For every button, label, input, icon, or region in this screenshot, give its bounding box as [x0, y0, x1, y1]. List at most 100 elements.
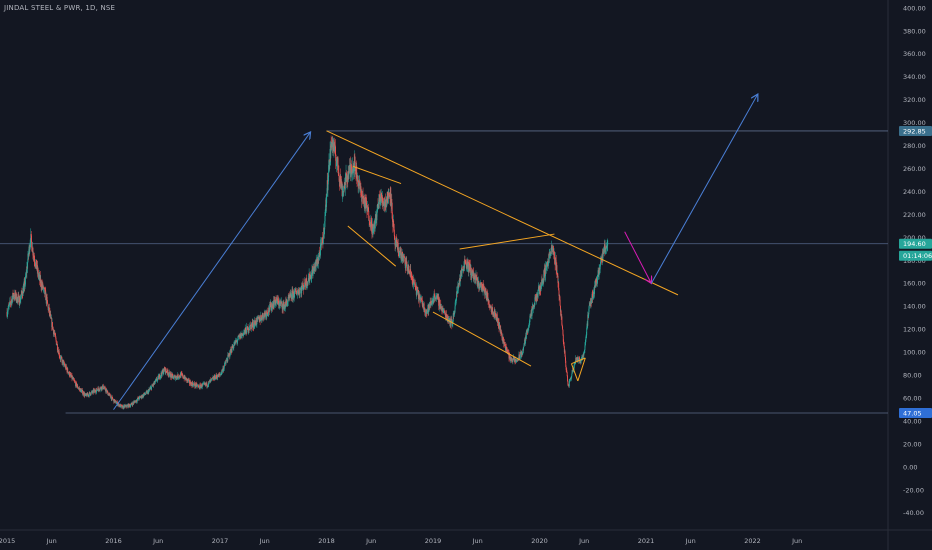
candle-body	[89, 392, 91, 394]
candle-body	[481, 284, 483, 292]
candle-body	[224, 362, 226, 364]
candle-body	[398, 250, 400, 257]
candle-body	[222, 369, 223, 372]
candle-body	[361, 196, 363, 202]
candle-body	[173, 376, 175, 378]
candle-body	[292, 293, 294, 299]
candle-body	[584, 342, 586, 346]
candle-body	[523, 347, 524, 351]
candle-body	[8, 304, 10, 306]
candle-body	[176, 376, 178, 379]
candle-body	[17, 297, 19, 303]
candle-body	[261, 316, 263, 320]
candle-body	[388, 195, 390, 198]
candle-body	[74, 381, 76, 382]
candle-body	[377, 204, 379, 207]
candle-body	[267, 312, 269, 315]
candle-body	[75, 382, 77, 387]
candle-body	[584, 345, 586, 350]
candle-body	[354, 156, 355, 172]
candle-body	[319, 252, 321, 253]
candle-body	[354, 156, 356, 162]
candle-body	[309, 278, 311, 282]
candle-body	[606, 247, 608, 249]
candle-body	[30, 234, 32, 243]
candle-body	[599, 264, 601, 270]
candle-body	[335, 163, 337, 167]
candle-body	[317, 263, 319, 265]
y-tick-label: 20.00	[903, 440, 922, 448]
candle-body	[265, 312, 267, 314]
candle-body	[61, 359, 63, 364]
candle-body	[56, 344, 58, 350]
candle-body	[233, 347, 234, 349]
candle-body	[360, 186, 362, 190]
candle-body	[394, 237, 396, 246]
candle-body	[161, 370, 163, 376]
candle-body	[452, 321, 454, 324]
candle-body	[285, 300, 287, 308]
candle-body	[291, 290, 293, 300]
y-tick-label: 160.00	[903, 280, 926, 288]
candle-body	[344, 177, 346, 190]
candle-body	[356, 178, 358, 182]
candle-body	[33, 257, 35, 261]
candle-body	[422, 303, 424, 309]
candle-body	[495, 314, 497, 317]
candle-body	[330, 144, 332, 159]
candle-body	[341, 185, 343, 196]
candle-body	[447, 316, 449, 319]
candle-body	[200, 386, 202, 388]
candle-body	[505, 346, 507, 350]
candle-body	[233, 344, 235, 348]
candle-body	[159, 378, 161, 379]
candle-body	[99, 387, 101, 390]
candle-body	[249, 329, 250, 330]
candle-body	[537, 289, 539, 298]
candle-body	[354, 161, 356, 169]
candle-body	[522, 353, 523, 355]
candle-body	[180, 373, 182, 378]
candle-body	[163, 368, 165, 370]
candle-body	[372, 228, 374, 236]
candle-body	[454, 306, 456, 313]
candle-body	[568, 380, 570, 387]
candle-body	[448, 319, 450, 322]
x-tick-label: Jun	[365, 537, 376, 545]
candle-body	[463, 266, 465, 272]
candle-body	[557, 272, 559, 276]
candle-body	[156, 378, 158, 381]
candle-body	[236, 341, 238, 343]
candle-body	[120, 404, 122, 406]
candle-body	[99, 389, 101, 391]
candle-body	[198, 387, 200, 389]
candle-body	[408, 269, 410, 272]
candle-body	[507, 350, 508, 352]
candle-body	[84, 394, 86, 397]
candle-body	[414, 282, 416, 288]
candle-body	[47, 305, 49, 310]
candle-body	[264, 312, 266, 317]
candle-body	[310, 278, 312, 280]
candle-body	[8, 305, 10, 307]
x-tick-label: 2015	[0, 537, 15, 545]
candle-body	[512, 360, 514, 363]
candle-body	[76, 386, 78, 388]
candle-body	[454, 312, 456, 314]
candle-body	[409, 271, 411, 275]
candle-body	[52, 327, 54, 330]
candle-body	[311, 269, 313, 274]
candle-body	[140, 396, 142, 398]
candle-body	[225, 361, 227, 364]
candle-body	[523, 345, 525, 348]
candle-body	[395, 239, 397, 247]
candle-body	[412, 284, 414, 286]
candle-body	[587, 314, 589, 326]
candle-body	[66, 368, 68, 369]
candle-body	[100, 386, 102, 389]
candle-body	[441, 307, 443, 311]
candle-body	[223, 365, 225, 369]
candle-body	[104, 387, 106, 391]
candle-body	[273, 302, 275, 307]
